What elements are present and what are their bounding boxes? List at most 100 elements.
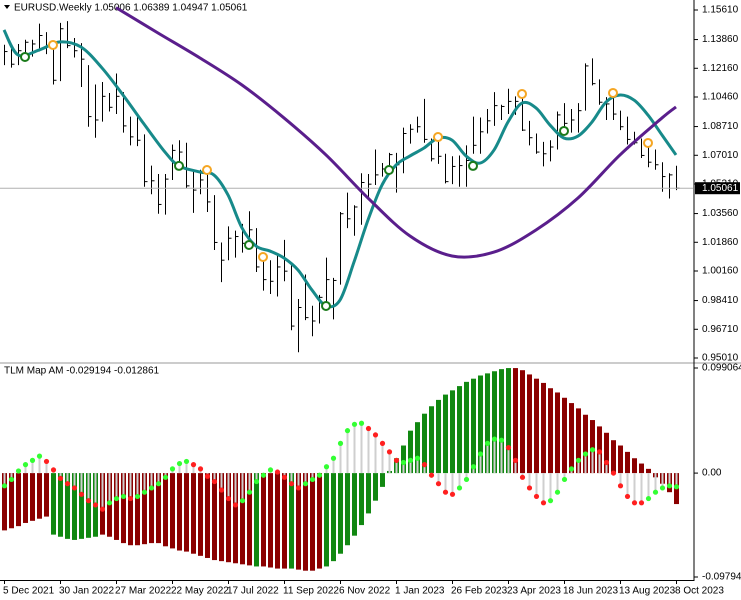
dot <box>253 478 260 485</box>
histogram-bar <box>261 473 266 567</box>
histogram-bar <box>163 473 168 547</box>
x-tick-label: 27 Mar 2022 <box>115 586 172 597</box>
dot <box>477 451 484 457</box>
x-tick-label: 6 Nov 2022 <box>339 586 391 597</box>
dot <box>113 495 120 502</box>
y-tick-label: 1.03560 <box>702 208 739 219</box>
y-tick-label: 0.00 <box>702 468 722 479</box>
axes: 1.15610 1.13860 1.12160 1.10460 1.08710 1.070… <box>3 5 741 597</box>
y-tick-label: 0.98410 <box>702 295 739 306</box>
histogram-bar <box>72 473 77 540</box>
histogram-bar <box>464 381 469 474</box>
histogram-bar <box>492 371 497 474</box>
x-tick-label: 11 Sep 2022 <box>283 586 339 597</box>
x-tick-label: 8 Oct 2023 <box>675 586 724 597</box>
histogram-bar <box>618 445 623 474</box>
histogram-bar <box>254 473 259 567</box>
signal-marker <box>174 160 184 171</box>
dot <box>624 493 631 500</box>
y-tick-label: 0.95010 <box>702 353 739 364</box>
histogram-bar <box>205 473 210 558</box>
y-tick-label: 1.10460 <box>702 92 739 103</box>
histogram-bar <box>548 388 553 474</box>
histogram-bar <box>408 430 413 474</box>
y-tick-label: 1.15610 <box>702 5 739 16</box>
dot <box>183 458 190 465</box>
dot <box>190 462 197 468</box>
histogram-bar <box>576 408 581 474</box>
dot <box>393 457 400 463</box>
x-tick-label: 26 Feb 2023 <box>451 586 508 597</box>
dot <box>379 440 386 446</box>
dot <box>659 485 666 491</box>
y-tick-label: 0.099064 <box>702 363 741 374</box>
histogram-bar <box>219 473 224 562</box>
histogram-bar <box>506 368 511 474</box>
histogram-bar <box>373 473 378 501</box>
histogram-bar <box>345 473 350 546</box>
dot <box>365 425 372 432</box>
histogram-bar <box>415 422 420 474</box>
dot <box>435 481 442 487</box>
x-tick-label: 22 May 2022 <box>171 586 229 597</box>
dot <box>456 485 463 491</box>
dot <box>512 457 519 463</box>
histogram-bar <box>79 473 84 539</box>
dot <box>15 468 22 474</box>
dot <box>554 489 561 495</box>
dot <box>323 464 330 470</box>
histogram-bar <box>2 473 7 531</box>
dot <box>71 485 78 491</box>
chart-title: EURUSD.Weekly 1.05006 1.06389 1.04947 1.… <box>14 3 248 14</box>
dot <box>533 493 540 500</box>
histogram-bar <box>611 440 616 474</box>
signal-marker <box>643 137 653 148</box>
dot <box>29 457 36 463</box>
signal-marker <box>20 51 30 62</box>
histogram-bar <box>632 458 637 474</box>
dot <box>232 502 239 508</box>
signal-marker <box>258 251 268 262</box>
dot <box>197 466 204 472</box>
dot <box>344 428 351 434</box>
dot <box>218 487 225 493</box>
dot <box>603 459 610 466</box>
histogram-bar <box>534 378 539 474</box>
dot <box>57 475 64 481</box>
histogram-bar <box>520 370 525 474</box>
histogram-bar <box>590 420 595 474</box>
y-tick-label: 1.00160 <box>702 266 739 277</box>
histogram-bar <box>527 374 532 474</box>
histogram-bar <box>310 473 315 571</box>
y-tick-label: 1.13860 <box>702 34 739 45</box>
dot <box>351 421 358 427</box>
dot <box>596 449 603 455</box>
x-tick-label: 18 Jun 2023 <box>563 586 618 597</box>
histogram-bar <box>149 473 154 544</box>
current-price-label: 1.05061 <box>702 183 739 194</box>
dot <box>386 449 393 455</box>
dot <box>267 467 274 473</box>
price-pane <box>0 6 693 353</box>
histogram-bar <box>436 399 441 474</box>
histogram-bar <box>135 473 140 546</box>
histogram-bar <box>142 473 147 545</box>
dot <box>134 493 141 500</box>
signal-marker <box>244 239 254 250</box>
dot <box>50 467 57 473</box>
current-price-box <box>695 182 740 195</box>
dot <box>421 462 428 468</box>
indicator-line <box>2 29 678 309</box>
dot <box>561 476 568 483</box>
histogram-bar <box>86 473 91 538</box>
dot <box>449 491 456 497</box>
dot <box>645 495 652 502</box>
histogram-bar <box>359 473 364 526</box>
histogram-bar <box>296 473 301 570</box>
histogram-bar <box>44 473 49 517</box>
dot <box>428 472 435 478</box>
dot <box>22 462 29 468</box>
dot <box>666 483 673 489</box>
